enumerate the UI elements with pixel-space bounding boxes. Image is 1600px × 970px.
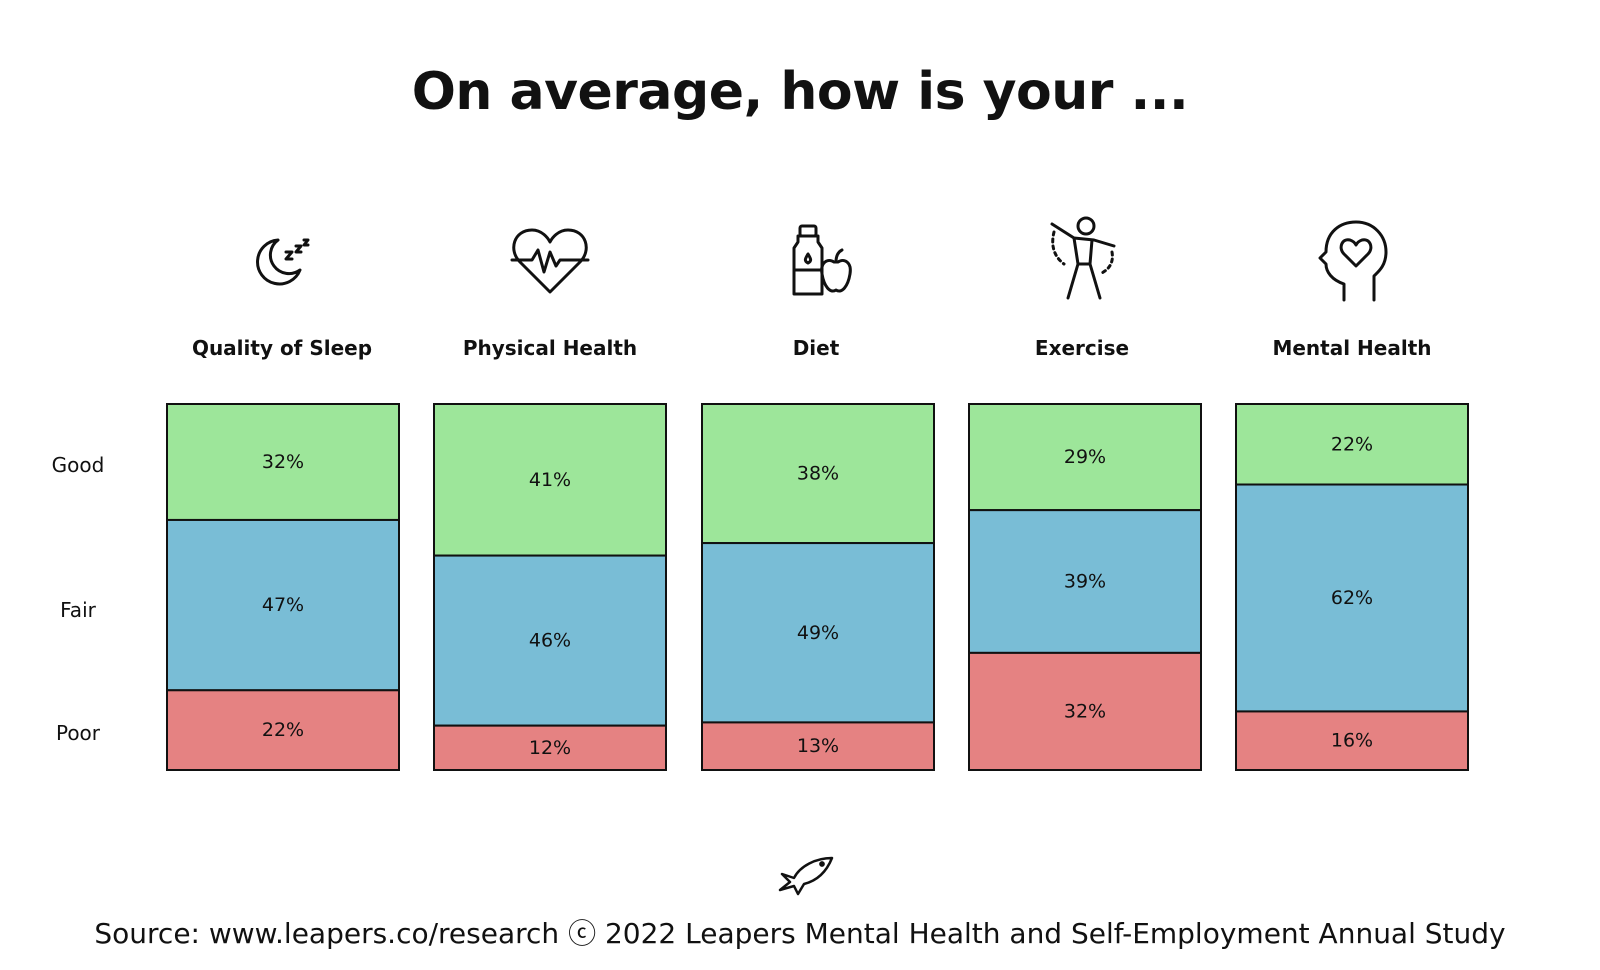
- bar-segment-mental-health-fair: [1235, 483, 1469, 713]
- bar-segment-mental-health-poor: [1235, 710, 1469, 772]
- fish-logo-icon: [776, 852, 834, 898]
- data-label-exercise-poor: 32%: [1064, 700, 1106, 722]
- data-label-diet-good: 38%: [797, 463, 839, 485]
- category-label-diet: Diet: [792, 336, 840, 360]
- data-label-diet-fair: 49%: [797, 622, 839, 644]
- bar-segment-diet-fair: [701, 542, 935, 724]
- data-label-exercise-good: 29%: [1064, 446, 1106, 468]
- category-label-physical-health: Physical Health: [462, 336, 638, 360]
- bottle-apple-icon: [768, 212, 864, 308]
- bar-segment-quality-of-sleep-fair: [166, 518, 400, 692]
- data-label-mental-health-good: 22%: [1331, 433, 1373, 455]
- bar-segment-physical-health-fair: [433, 554, 667, 727]
- bar-segment-diet-good: [701, 403, 935, 545]
- data-label-physical-health-fair: 46%: [529, 630, 571, 652]
- data-label-mental-health-fair: 62%: [1331, 587, 1373, 609]
- row-label-fair: Fair: [60, 598, 96, 622]
- data-label-quality-of-sleep-good: 32%: [262, 451, 304, 473]
- data-label-physical-health-good: 41%: [529, 469, 571, 491]
- data-label-quality-of-sleep-fair: 47%: [262, 594, 304, 616]
- bar-segment-exercise-fair: [968, 509, 1202, 654]
- moon-sleep-icon: [234, 212, 330, 308]
- data-label-diet-poor: 13%: [797, 735, 839, 757]
- bar-segment-quality-of-sleep-poor: [166, 689, 400, 771]
- bar-segment-physical-health-good: [433, 403, 667, 557]
- chart-title: On average, how is your ...: [411, 62, 1189, 122]
- data-label-mental-health-poor: 16%: [1331, 730, 1373, 752]
- bar-segment-diet-poor: [701, 721, 935, 771]
- row-label-poor: Poor: [55, 721, 101, 745]
- data-label-physical-health-poor: 12%: [529, 737, 571, 759]
- category-label-quality-of-sleep: Quality of Sleep: [191, 336, 373, 360]
- bar-segment-physical-health-poor: [433, 724, 667, 771]
- exercise-person-icon: [1034, 212, 1130, 308]
- source-note: Source: www.leapers.co/research ⓒ 2022 L…: [94, 917, 1506, 950]
- bar-segment-exercise-poor: [968, 651, 1202, 772]
- data-label-exercise-fair: 39%: [1064, 571, 1106, 593]
- row-label-good: Good: [51, 453, 105, 477]
- category-label-mental-health: Mental Health: [1272, 336, 1432, 360]
- data-label-quality-of-sleep-poor: 22%: [262, 719, 304, 741]
- head-heart-icon: [1304, 212, 1400, 308]
- bar-segment-quality-of-sleep-good: [166, 403, 400, 521]
- bar-segment-exercise-good: [968, 403, 1202, 512]
- category-label-exercise: Exercise: [1034, 336, 1130, 360]
- heart-pulse-icon: [502, 212, 598, 308]
